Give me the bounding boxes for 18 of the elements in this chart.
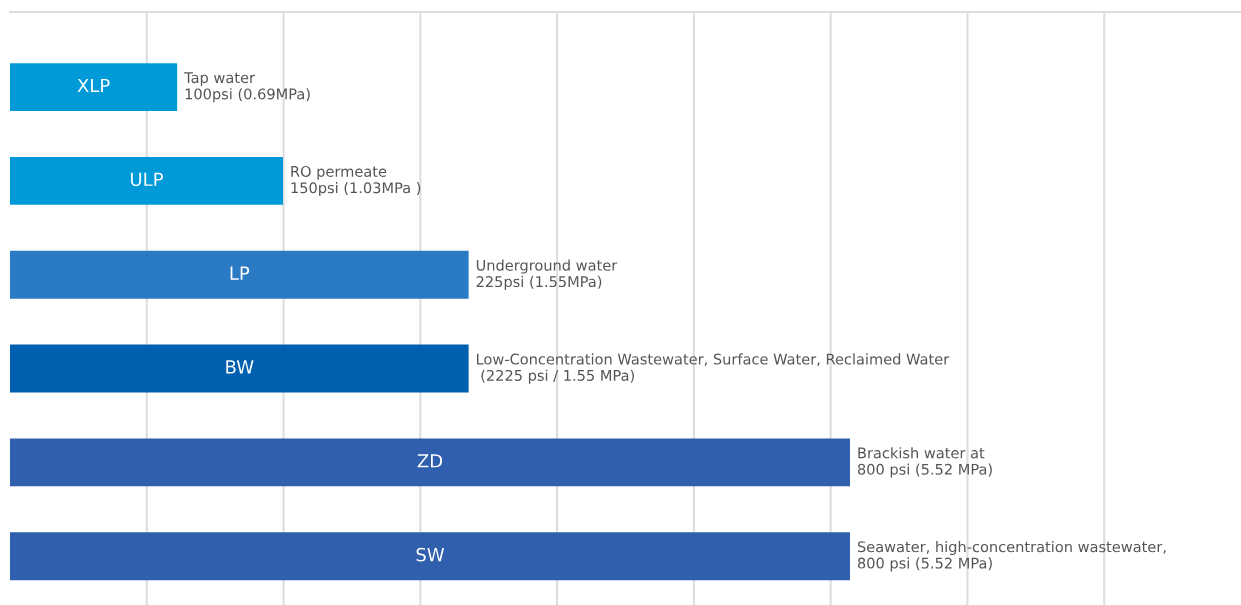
y-tick-label: ULP [130,172,163,187]
text: Seawater, high-concentration wastewater, 800 psi (5.52 MPa) [857,540,1166,572]
y-tick-label: XLP [77,78,110,93]
annotation: Low-Concentration Wastewater, Surface Water, Reclaimed Water (2225 psi / 1.55 MPa) [477,353,950,384]
annotation: RO permeate 150psi (1.03MPa ) [291,165,421,197]
bar [10,63,178,111]
annotation: Underground water 225psi (1.55MPa) [476,259,618,290]
y-tick-label: ZD [417,454,443,468]
bar [10,532,850,581]
annotation: Tap water 100psi (0.69MPa) [184,72,310,103]
bar [10,438,850,487]
y-tick-label: SW [416,547,445,562]
y-tick-label: BW [226,360,254,374]
bar [10,156,283,205]
bar [10,250,469,299]
text: Brackish water at 800 psi (5.52 MPa) [857,447,992,478]
bar [10,344,469,393]
y-tick-label: LP [230,266,250,280]
